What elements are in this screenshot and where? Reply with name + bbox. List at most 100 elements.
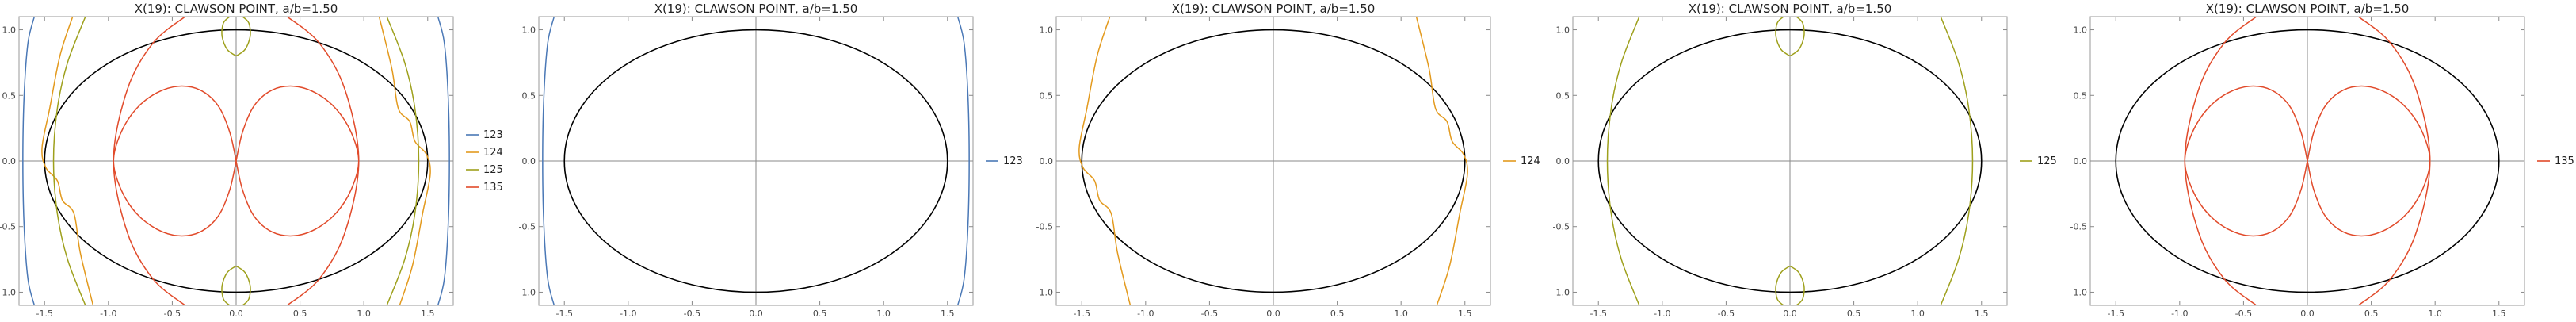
- y-tick-label: -0.5: [1553, 222, 1570, 232]
- y-tick-label: -1.0: [0, 287, 16, 297]
- legend-label-135: 135: [2555, 155, 2574, 167]
- series-line-135: [286, 17, 360, 305]
- plot-area: [1597, 17, 1983, 305]
- x-tick-label: -0.5: [2235, 309, 2252, 319]
- chart-panel-1: X(19): CLAWSON POINT, a/b=1.50 -1.5 -1.0 -0…: [0, 2, 503, 319]
- plot-area: [1078, 17, 1468, 305]
- x-tick-label: 0.0: [229, 309, 243, 319]
- x-tick-label: 0.5: [293, 309, 307, 319]
- y-tick-label: 0.5: [1556, 90, 1570, 101]
- legend-label-123: 123: [1003, 155, 1023, 167]
- y-tick-label: -0.5: [1036, 222, 1053, 232]
- plot-area: [2115, 17, 2500, 305]
- y-tick-label: 1.0: [522, 25, 536, 36]
- x-tick-label: 0.0: [2300, 309, 2315, 319]
- x-tick-label: -1.5: [36, 309, 53, 319]
- x-tick-label: 1.0: [2428, 309, 2442, 319]
- legend-label-135: 135: [483, 182, 503, 194]
- x-tick-label: 0.5: [813, 309, 827, 319]
- x-tick-label: -1.5: [556, 309, 573, 319]
- y-tick-label: 0.5: [2074, 90, 2088, 101]
- series-line-125: [1606, 17, 1640, 305]
- x-tick-label: 1.0: [876, 309, 891, 319]
- x-tick-label: 1.0: [1910, 309, 1925, 319]
- x-tick-label: 0.5: [2364, 309, 2379, 319]
- y-tick-label: 0.5: [2, 90, 17, 101]
- x-tick-label: -1.0: [620, 309, 636, 319]
- x-tick-label: -1.5: [1074, 309, 1090, 319]
- chart-panel-5: X(19): CLAWSON POINT, a/b=1.50 -1.5 -1.0 -0…: [2070, 2, 2574, 319]
- series-line-125: [52, 17, 86, 305]
- series-line-125: [221, 265, 251, 305]
- legend-label-124: 124: [483, 147, 503, 159]
- series-line-123: [437, 17, 450, 305]
- chart-title: X(19): CLAWSON POINT, a/b=1.50: [1172, 2, 1376, 16]
- x-tick-label: -0.5: [684, 309, 700, 319]
- chart-title: X(19): CLAWSON POINT, a/b=1.50: [654, 2, 858, 16]
- chart-panel-2: X(19): CLAWSON POINT, a/b=1.50 -1.5 -1.0 -0…: [519, 2, 1023, 319]
- y-tick-label: 0.0: [2074, 156, 2088, 167]
- x-tick-label: -1.0: [1654, 309, 1670, 319]
- x-tick-label: 0.0: [1783, 309, 1797, 319]
- x-tick-label: -1.0: [2171, 309, 2188, 319]
- series-line-124: [378, 17, 431, 305]
- y-tick-label: 1.0: [2074, 25, 2088, 36]
- series-line-124: [1415, 17, 1468, 305]
- y-tick-label: 1.0: [2, 25, 17, 36]
- y-tick-label: 0.0: [2, 156, 17, 167]
- chart-title: X(19): CLAWSON POINT, a/b=1.50: [135, 2, 338, 16]
- plot-area: [22, 17, 450, 305]
- y-tick-label: 0.5: [1040, 90, 1054, 101]
- x-tick-label: 1.0: [357, 309, 371, 319]
- series-line-135: [113, 17, 186, 305]
- legend-label-125: 125: [2037, 155, 2057, 167]
- chart-panel-3: X(19): CLAWSON POINT, a/b=1.50 -1.5 -1.0 -0…: [1036, 2, 1540, 319]
- x-tick-label: 1.0: [1394, 309, 1408, 319]
- y-tick-label: 0.0: [1040, 156, 1054, 167]
- series-line-124: [41, 17, 94, 305]
- series-line-125: [221, 17, 251, 57]
- reference-ellipse: [2115, 29, 2500, 293]
- x-tick-label: 0.0: [749, 309, 763, 319]
- x-tick-label: -1.5: [1590, 309, 1607, 319]
- y-tick-label: -1.0: [1553, 287, 1570, 297]
- y-tick-label: 1.0: [1556, 25, 1570, 36]
- series-line-125: [386, 17, 420, 305]
- legend-label-123: 123: [483, 129, 503, 141]
- y-tick-label: -1.0: [1036, 287, 1053, 297]
- chart-title: X(19): CLAWSON POINT, a/b=1.50: [2206, 2, 2410, 16]
- series-line-124: [1078, 17, 1132, 305]
- reference-ellipse: [1597, 29, 1983, 293]
- series-line-123: [956, 17, 970, 305]
- reference-ellipse: [44, 29, 429, 293]
- x-tick-label: 1.5: [2492, 309, 2506, 319]
- x-tick-label: -0.5: [1201, 309, 1218, 319]
- y-tick-label: -0.5: [2070, 222, 2087, 232]
- y-tick-label: -0.5: [0, 222, 16, 232]
- y-tick-label: -1.0: [2070, 287, 2087, 297]
- x-tick-label: 0.5: [1330, 309, 1345, 319]
- x-tick-label: -1.5: [2108, 309, 2124, 319]
- plot-area: [542, 17, 970, 305]
- y-tick-label: 0.5: [522, 90, 536, 101]
- x-tick-label: 0.5: [1847, 309, 1861, 319]
- x-tick-label: 1.5: [1975, 309, 1989, 319]
- y-tick-label: -0.5: [519, 222, 536, 232]
- y-tick-label: -1.0: [519, 287, 536, 297]
- x-tick-label: 1.5: [421, 309, 435, 319]
- series-line-135: [2184, 17, 2257, 305]
- x-tick-label: 1.5: [1458, 309, 1472, 319]
- legend-label-125: 125: [483, 164, 503, 176]
- series-line-125: [1940, 17, 1974, 305]
- series-line-135: [2357, 17, 2431, 305]
- x-tick-label: 0.0: [1266, 309, 1280, 319]
- reference-ellipse: [563, 29, 948, 293]
- y-tick-label: 0.0: [1556, 156, 1570, 167]
- reference-ellipse: [1081, 29, 1466, 293]
- y-tick-label: 1.0: [1040, 25, 1054, 36]
- series-line-125: [1775, 265, 1805, 305]
- x-tick-label: -0.5: [1718, 309, 1735, 319]
- y-tick-label: 0.0: [522, 156, 536, 167]
- x-tick-label: -1.0: [1137, 309, 1154, 319]
